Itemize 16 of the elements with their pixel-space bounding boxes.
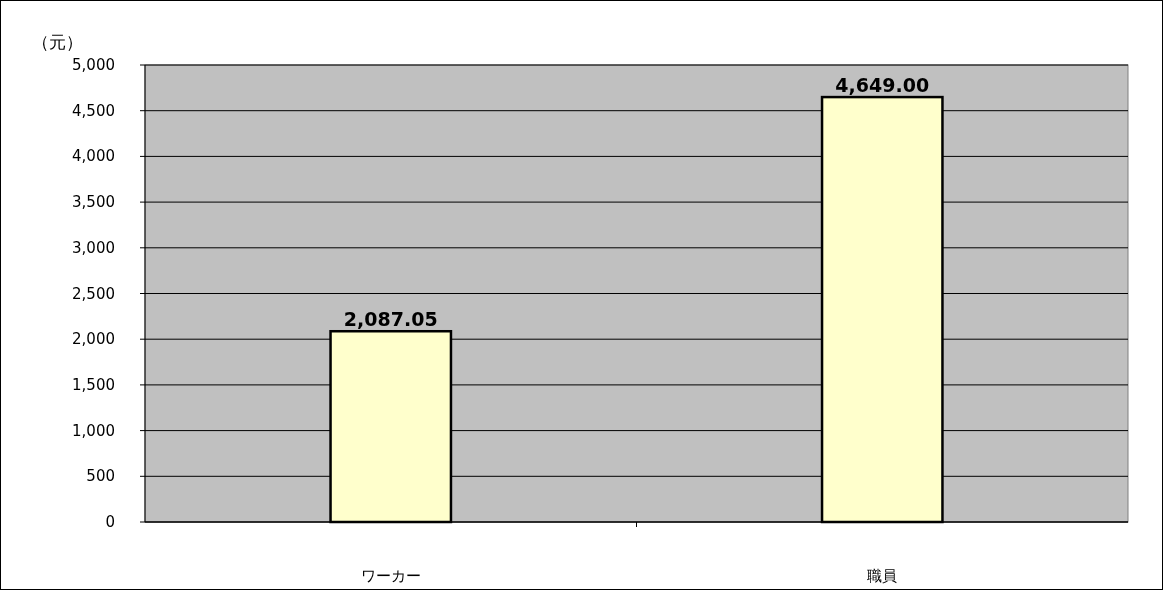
y-tick-label: 2,000: [72, 330, 115, 349]
y-tick-label: 3,000: [72, 238, 115, 257]
y-axis-title: （元）: [32, 32, 83, 52]
y-tick-label: 1,500: [72, 375, 115, 394]
y-tick-label: 500: [86, 467, 115, 486]
y-tick-label: 1,000: [72, 421, 115, 440]
y-tick-label: 5,000: [72, 56, 115, 74]
y-tick-label: 4,000: [72, 147, 115, 166]
x-tick-label: ワーカー: [360, 567, 421, 585]
y-tick-label: 3,500: [72, 193, 115, 212]
data-label: 2,087.05: [343, 308, 438, 331]
y-tick-label: 4,500: [72, 101, 115, 120]
y-tick-label: 0: [105, 513, 115, 531]
y-tick-label: 2,500: [72, 284, 115, 303]
x-tick-label: 職員: [867, 567, 898, 585]
data-label: 4,649.00: [835, 74, 930, 97]
